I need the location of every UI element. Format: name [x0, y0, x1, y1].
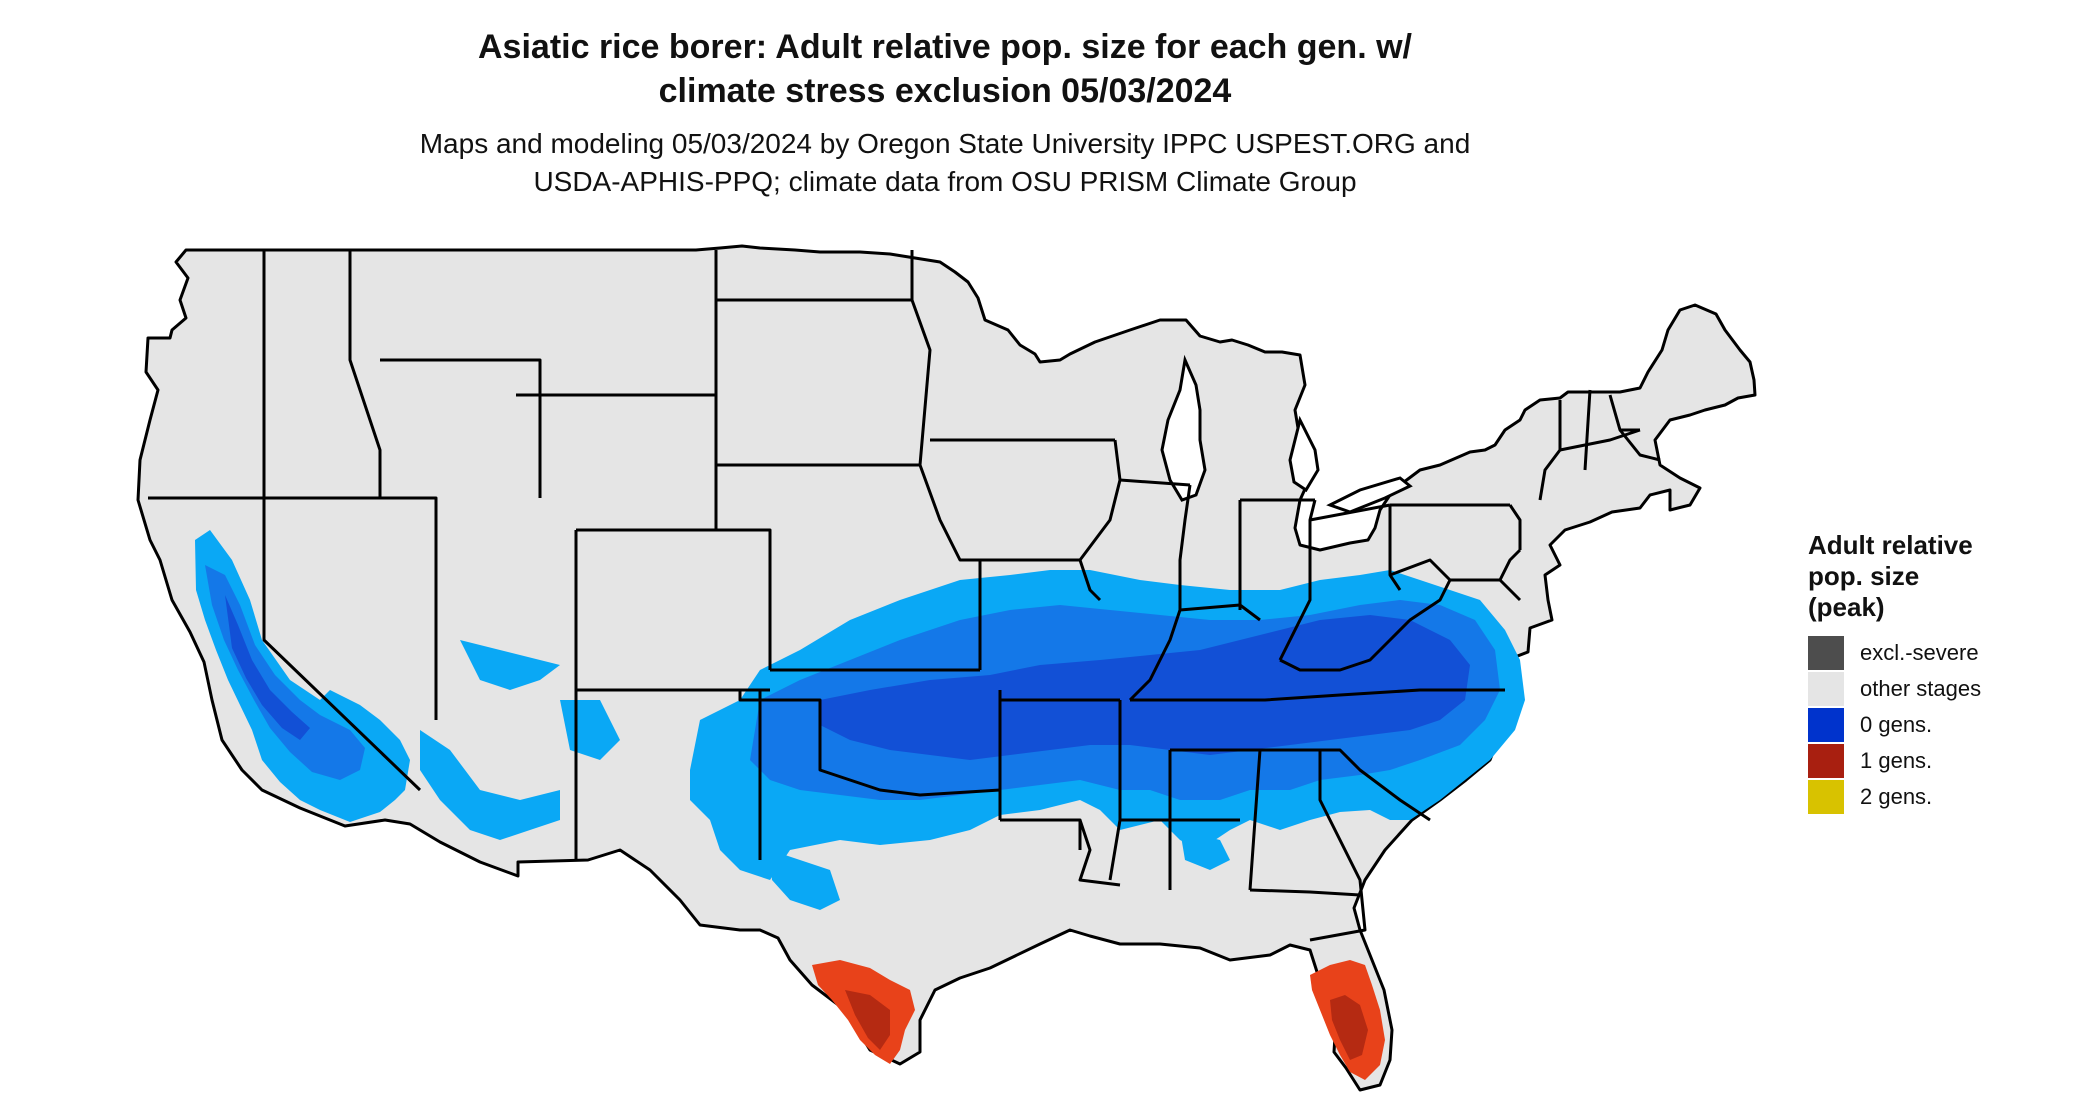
lake-huron — [1288, 415, 1320, 493]
legend-swatch — [1808, 672, 1844, 706]
map-subtitle-line-1: Maps and modeling 05/03/2024 by Oregon S… — [419, 128, 1471, 159]
legend-items: excl.-severe other stages 0 gens. 1 gens. 2 … — [1808, 635, 2078, 815]
map-title-line-1: Asiatic rice borer: Adult relative pop. … — [478, 28, 1412, 66]
legend-label: 0 gens. — [1860, 712, 1933, 737]
legend-swatch — [1808, 744, 1844, 778]
legend-swatch — [1808, 780, 1844, 814]
legend-item: 1 gens. — [1808, 743, 2078, 779]
zone-1-gens-florida — [1310, 960, 1385, 1080]
legend-label: 1 gens. — [1860, 748, 1933, 773]
legend-item: excl.-severe — [1808, 635, 2078, 671]
zone-1-gens-texas — [812, 960, 915, 1064]
legend-label: other stages — [1860, 676, 1982, 701]
map-title-line-2: climate stress exclusion 05/03/2024 — [658, 72, 1232, 110]
legend-swatch — [1808, 636, 1844, 670]
legend-item: 0 gens. — [1808, 707, 2078, 743]
legend-label: 2 gens. — [1860, 784, 1933, 809]
legend-title-line-2: pop. size — [1808, 561, 1920, 591]
zone-0-gens-west — [195, 530, 620, 840]
legend: Adult relative pop. size (peak) excl.-se… — [1808, 530, 2078, 815]
state-borders — [148, 250, 1661, 942]
legend-title-line-3: (peak) — [1808, 592, 1885, 622]
legend-title-line-1: Adult relative — [1808, 530, 1973, 560]
legend-item: 2 gens. — [1808, 779, 2078, 815]
map-subtitle-line-2: USDA-APHIS-PPQ; climate data from OSU PR… — [533, 166, 1357, 197]
legend-label: excl.-severe — [1860, 640, 1979, 665]
legend-item: other stages — [1808, 671, 2078, 707]
legend-swatch — [1808, 708, 1844, 742]
